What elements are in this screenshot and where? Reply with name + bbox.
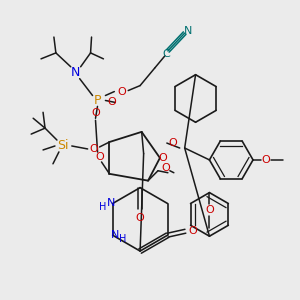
Text: N: N xyxy=(184,26,192,36)
Text: O: O xyxy=(205,206,214,215)
Text: O: O xyxy=(188,226,197,236)
Text: O: O xyxy=(117,86,126,97)
Text: O: O xyxy=(95,152,104,162)
Text: H: H xyxy=(119,234,126,244)
Text: N: N xyxy=(106,199,115,208)
Text: N: N xyxy=(110,230,119,240)
Text: P: P xyxy=(94,94,101,107)
Text: O: O xyxy=(136,213,145,224)
Text: O: O xyxy=(161,163,170,173)
Text: O: O xyxy=(89,144,98,154)
Text: O: O xyxy=(107,98,116,107)
Text: O: O xyxy=(158,153,167,163)
Text: C: C xyxy=(162,49,170,59)
Text: O: O xyxy=(262,155,270,165)
Text: O: O xyxy=(91,108,100,118)
Text: Si: Si xyxy=(57,140,69,152)
Text: O: O xyxy=(168,138,177,148)
Text: H: H xyxy=(99,202,106,212)
Text: N: N xyxy=(71,66,80,79)
